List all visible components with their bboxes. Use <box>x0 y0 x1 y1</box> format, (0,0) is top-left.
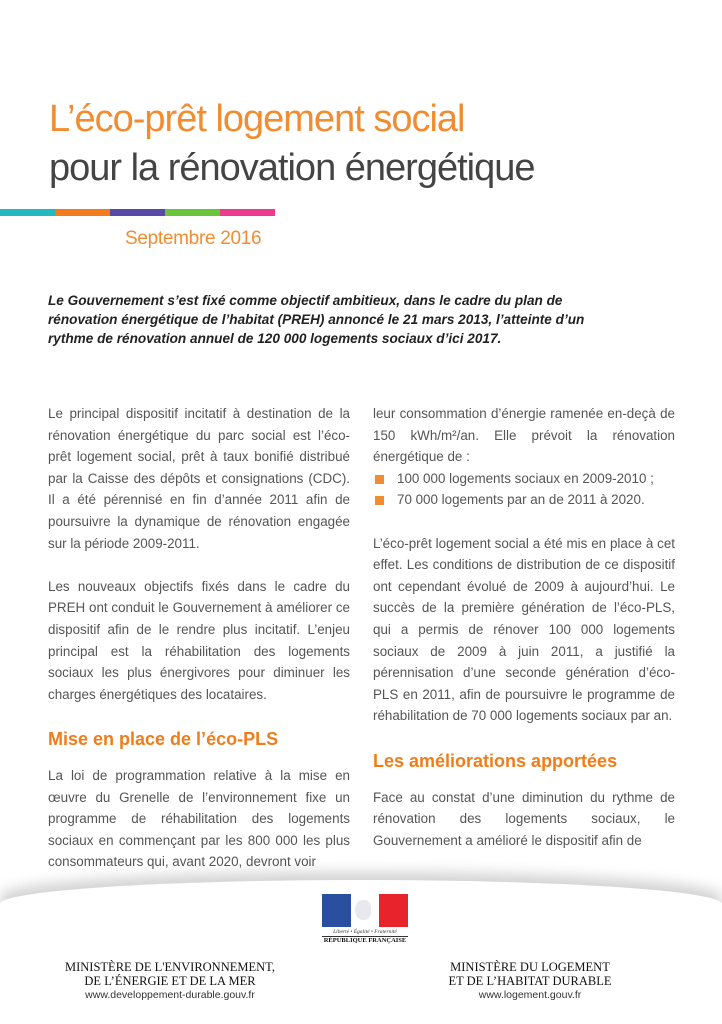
paragraph: Face au constat d’une diminution du ryth… <box>373 789 675 848</box>
paragraph: leur consommation d’énergie ramenée en-d… <box>373 406 675 465</box>
section-heading: Les améliorations apportées <box>373 750 618 771</box>
ministry-right: MINISTÈRE DU LOGEMENT ET DE L’HABITAT DU… <box>420 960 640 1002</box>
ministry-left: MINISTÈRE DE L'ENVIRONNEMENT, DE L’ÉNERG… <box>40 960 300 1002</box>
ministry-left-line1: MINISTÈRE DE L'ENVIRONNEMENT, <box>65 960 275 974</box>
bar-segment <box>220 209 275 216</box>
logo-name: RÉPUBLIQUE FRANÇAISE <box>322 936 408 944</box>
ministry-right-line1: MINISTÈRE DU LOGEMENT <box>450 960 610 974</box>
paragraph: La loi de programmation relative à la mi… <box>48 767 350 870</box>
title-line-2: pour la rénovation énergétique <box>49 147 535 189</box>
bullet-list: 100 000 logements sociaux en 2009-2010 ;… <box>373 468 675 511</box>
left-column: Le principal dispositif incitatif à dest… <box>48 403 350 894</box>
ministry-right-line2: ET DE L’HABITAT DURABLE <box>448 974 612 988</box>
intro-text: Le Gouvernement s’est fixé comme objecti… <box>48 293 585 346</box>
bar-segment <box>165 209 220 216</box>
paragraph: L’éco-prêt logement social a été mis en … <box>373 535 675 724</box>
url-right[interactable]: www.logement.gouv.fr <box>478 989 582 1001</box>
title-line-1: L’éco-prêt logement social <box>49 98 465 140</box>
publication-date: Septembre 2016 <box>125 228 262 249</box>
list-item: 70 000 logements par an de 2011 à 2020. <box>373 489 675 511</box>
ministry-left-line2: DE L’ÉNERGIE ET DE LA MER <box>84 974 256 988</box>
bar-segment <box>110 209 165 216</box>
color-bar <box>0 209 275 216</box>
right-column: leur consommation d’énergie ramenée en-d… <box>373 403 675 873</box>
bar-segment <box>0 209 55 216</box>
list-item: 100 000 logements sociaux en 2009-2010 ; <box>373 468 675 490</box>
section-heading: Mise en place de l’éco-PLS <box>48 728 279 749</box>
paragraph: Les nouveaux objectifs fixés dans le cad… <box>48 578 350 702</box>
url-left[interactable]: www.developpement-durable.gouv.fr <box>85 989 255 1001</box>
marianne-logo: Liberté • Égalité • Fraternité RÉPUBLIQU… <box>322 894 408 944</box>
paragraph: Le principal dispositif incitatif à dest… <box>48 406 350 551</box>
bar-segment <box>55 209 110 216</box>
logo-motto: Liberté • Égalité • Fraternité <box>333 929 397 935</box>
